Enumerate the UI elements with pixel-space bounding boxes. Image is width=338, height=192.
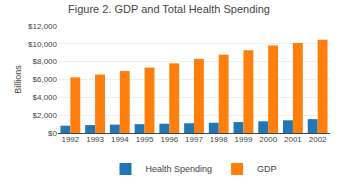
svg-text:$2,000: $2,000 xyxy=(33,111,58,120)
svg-text:2001: 2001 xyxy=(284,135,302,144)
svg-text:$0: $0 xyxy=(48,129,57,138)
svg-text:$4,000: $4,000 xyxy=(33,93,58,102)
svg-text:$6,000: $6,000 xyxy=(33,75,58,84)
svg-text:2002: 2002 xyxy=(309,135,327,144)
svg-text:1993: 1993 xyxy=(86,135,104,144)
svg-text:$10,000: $10,000 xyxy=(28,40,57,49)
svg-text:Billions: Billions xyxy=(13,65,23,94)
svg-text:Health Spending: Health Spending xyxy=(146,164,213,174)
svg-text:GDP: GDP xyxy=(257,164,277,174)
svg-text:1995: 1995 xyxy=(136,135,154,144)
svg-text:1999: 1999 xyxy=(235,135,253,144)
svg-text:1996: 1996 xyxy=(160,135,178,144)
svg-text:$8,000: $8,000 xyxy=(33,57,58,66)
svg-text:2000: 2000 xyxy=(259,135,277,144)
svg-text:1998: 1998 xyxy=(210,135,228,144)
svg-text:$12,000: $12,000 xyxy=(28,22,57,31)
svg-text:Figure 2. GDP and Total Health: Figure 2. GDP and Total Health Spending xyxy=(68,3,270,15)
svg-text:1997: 1997 xyxy=(185,135,203,144)
svg-text:1992: 1992 xyxy=(61,135,79,144)
svg-text:1994: 1994 xyxy=(111,135,129,144)
